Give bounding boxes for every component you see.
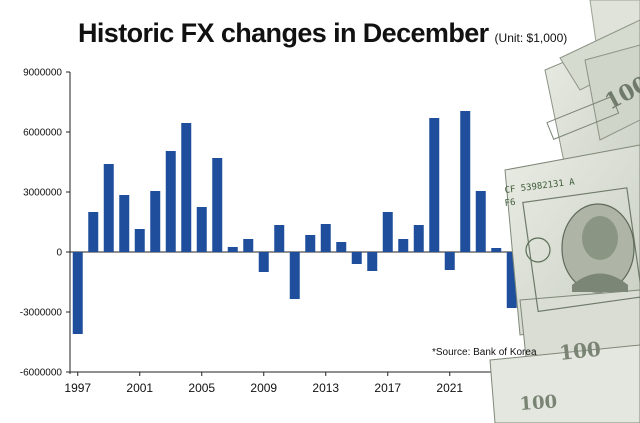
bar-2017	[382, 212, 393, 252]
bar-2023	[475, 191, 486, 252]
bar-2000	[119, 195, 130, 252]
bar-2003	[165, 151, 176, 252]
bar-2011	[289, 252, 300, 299]
bar-2019	[413, 225, 424, 252]
bar-2010	[274, 225, 285, 252]
bar-2009	[258, 252, 269, 272]
bar-2012	[305, 235, 316, 252]
x-tick-label: 2013	[312, 381, 339, 395]
bar-2022	[460, 111, 471, 252]
y-tick-label: 9000000	[23, 68, 62, 79]
bar-2004	[181, 123, 192, 252]
bar-2014	[336, 242, 347, 252]
bar-2007	[227, 247, 238, 252]
y-tick-label: -6000000	[20, 368, 63, 379]
bar-2021	[444, 252, 455, 270]
bar-2015	[351, 252, 362, 264]
y-tick-label: 6000000	[23, 128, 62, 139]
y-tick-label: 0	[56, 248, 62, 259]
x-tick-label: 2009	[250, 381, 277, 395]
x-tick-label: 2021	[436, 381, 463, 395]
x-tick-label: 2001	[126, 381, 153, 395]
bar-1997	[72, 252, 83, 334]
bar-2018	[398, 239, 409, 252]
x-tick-label: 1997	[64, 381, 91, 395]
x-tick-label: 2025	[498, 381, 525, 395]
bar-2002	[150, 191, 161, 252]
x-tick-label: 2017	[374, 381, 401, 395]
bar-2006	[212, 158, 223, 252]
x-tick-label: 2005	[188, 381, 215, 395]
bar-2001	[134, 229, 145, 252]
bar-2013	[320, 224, 331, 252]
bar-2020	[429, 118, 440, 252]
bar-2024	[491, 248, 502, 252]
source-note: *Source: Bank of Korea	[432, 347, 537, 358]
bar-1999	[103, 164, 114, 252]
bar-2005	[196, 207, 207, 252]
bar-2016	[367, 252, 378, 271]
chart-title: Historic FX changes in December	[78, 18, 489, 48]
bar-2025	[506, 252, 517, 308]
y-tick-label: -3000000	[20, 308, 63, 319]
y-tick-label: 3000000	[23, 188, 62, 199]
bar-1998	[88, 212, 99, 252]
bar-2008	[243, 239, 254, 252]
